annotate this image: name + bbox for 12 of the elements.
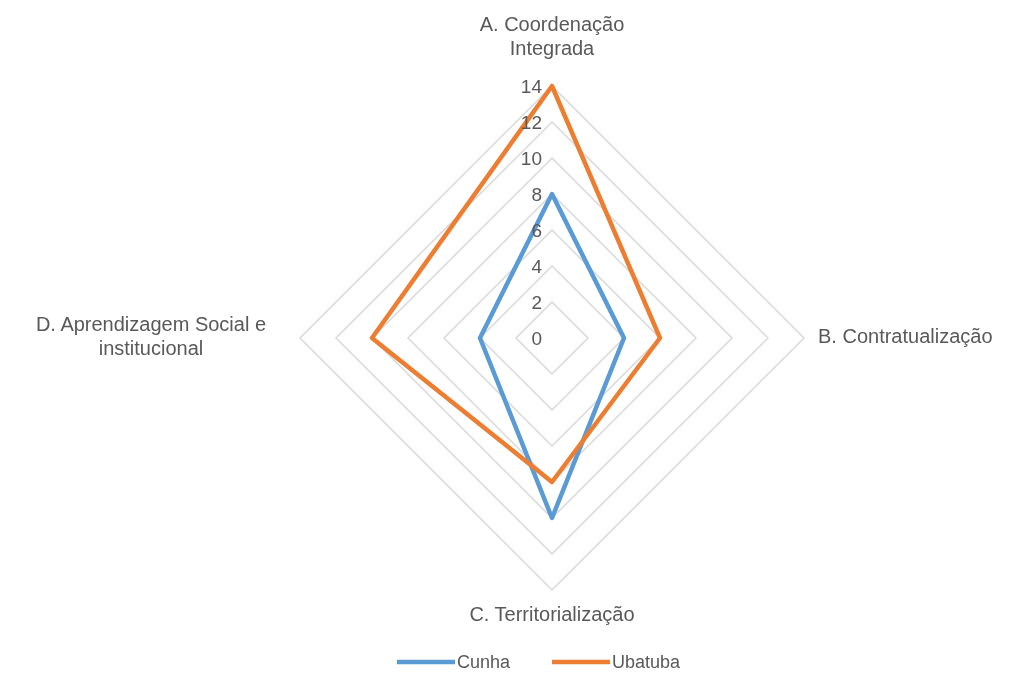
y-tick-label: 0	[531, 327, 542, 349]
y-tick-label: 4	[531, 255, 543, 277]
spoke-label: B. Contratualização	[818, 324, 993, 347]
y-tick-label: 8	[531, 183, 542, 205]
y-tick-label: 10	[520, 147, 542, 169]
legend-label: Ubatuba	[612, 652, 682, 673]
spoke-label: D. Aprendizagem Social e institucional	[35, 312, 267, 359]
spoke-label: C. Territorialização	[469, 602, 635, 625]
legend-label: Cunha	[457, 652, 512, 673]
y-tick-label: 14	[520, 75, 543, 97]
y-tick-label: 2	[531, 291, 542, 313]
spoke-label: A. Coordenação Integrada	[479, 12, 625, 59]
